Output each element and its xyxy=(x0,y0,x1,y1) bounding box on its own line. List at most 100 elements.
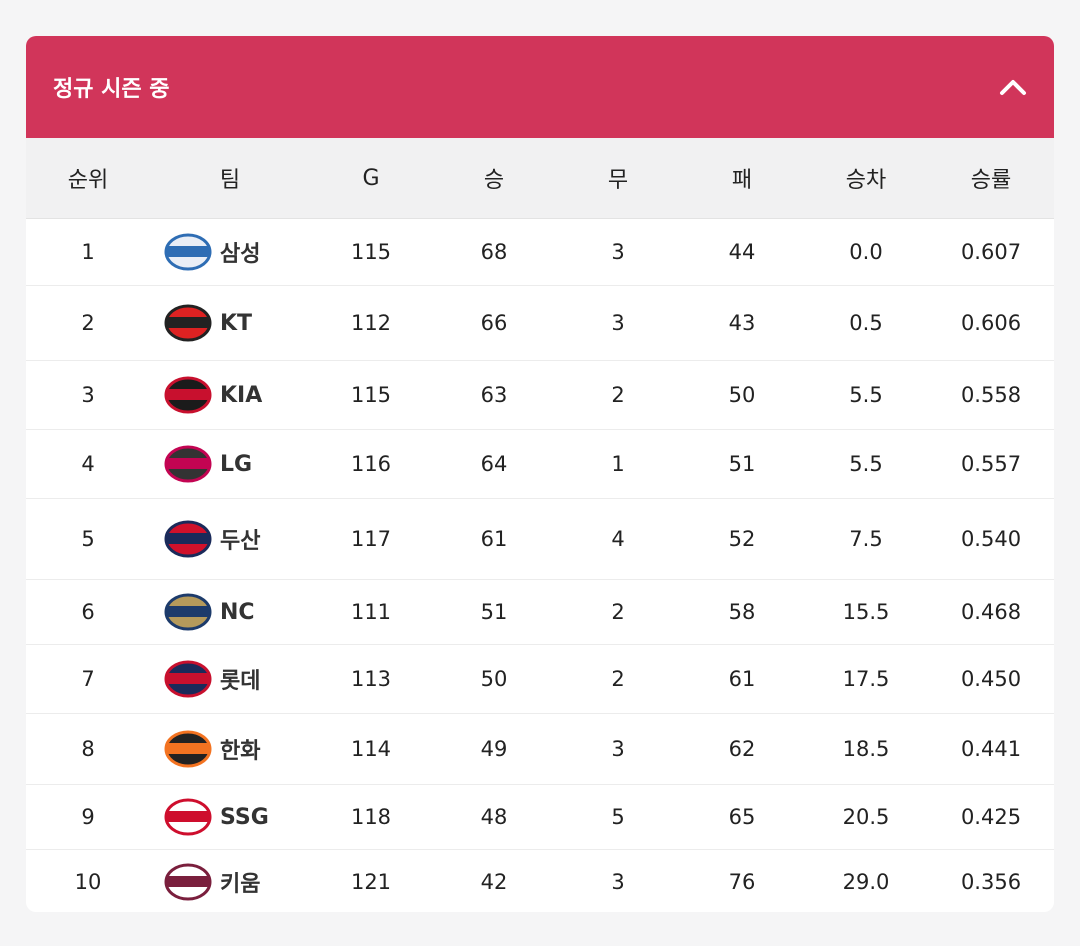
team-wrap: NC xyxy=(162,592,309,632)
table-row: 9 SSG 118 48 5 65 20.5 0.425 xyxy=(26,784,1054,850)
team-name: 키움 xyxy=(220,872,261,898)
table-cell: 62 xyxy=(680,713,804,785)
table-cell: 15.5 xyxy=(804,579,928,645)
table-cell: 68 xyxy=(432,218,556,286)
table-body: 1 삼성 115 68 3 44 0.0 0.607 2 KT 112 66 3 43 0.5 0.606 3 K… xyxy=(26,218,1054,913)
column-header: 무 xyxy=(556,138,680,219)
table-cell: 3 xyxy=(611,870,625,895)
column-header: 승 xyxy=(432,138,556,219)
table-cell: 116 xyxy=(310,429,432,499)
table-cell: 18.5 xyxy=(804,713,928,785)
table-row: 3 KIA 115 63 2 50 5.5 0.558 xyxy=(26,360,1054,430)
table-cell: 3 xyxy=(556,713,680,785)
team-logo xyxy=(164,376,212,414)
table-cell: 4 xyxy=(26,429,150,499)
table-cell: 1 xyxy=(556,429,680,499)
standings-card: 정규 시즌 중 순위 팀 G 승 무 패 승차 승률 1 삼성 115 68 3 44 0.0 0.607 2… xyxy=(26,36,1054,912)
table-cell: 0.450 xyxy=(928,644,1054,714)
team-name: 삼성 xyxy=(220,242,261,267)
table-row: 5 두산 117 61 4 52 7.5 0.540 xyxy=(26,498,1054,580)
team-logo xyxy=(164,593,212,631)
table-cell: 0.356 xyxy=(960,870,1022,895)
table-cell: 7 xyxy=(26,644,150,714)
table-cell: 29.0 xyxy=(842,870,890,895)
table-cell: 113 xyxy=(310,644,432,714)
team-name: KT xyxy=(220,310,253,336)
table-cell: 3 xyxy=(26,360,150,430)
table-cell: 9 xyxy=(26,784,150,850)
team-wrap: SSG xyxy=(162,797,309,837)
table-cell: 49 xyxy=(432,713,556,785)
table-cell: 0.0 xyxy=(804,218,928,286)
table-cell: 0.606 xyxy=(928,285,1054,361)
header-row: 순위 팀 G 승 무 패 승차 승률 xyxy=(26,138,1054,219)
table-cell: 0.558 xyxy=(928,360,1054,430)
table-cell: 0.425 xyxy=(928,784,1054,850)
table-cell: 7.5 xyxy=(804,498,928,580)
table-cell: 5 xyxy=(26,498,150,580)
table-cell: 111 xyxy=(310,579,432,645)
table-cell: 51 xyxy=(432,579,556,645)
column-header: 패 xyxy=(680,138,804,219)
team-logo xyxy=(164,863,212,901)
table-cell: 51 xyxy=(680,429,804,499)
table-cell: 42 xyxy=(480,870,508,895)
table-cell: 115 xyxy=(310,360,432,430)
team-cell: KT xyxy=(150,285,310,361)
table-cell: 3 xyxy=(556,285,680,361)
table-cell: 4 xyxy=(556,498,680,580)
team-name: 롯데 xyxy=(220,669,261,694)
team-wrap: 삼성 xyxy=(162,232,309,272)
team-logo xyxy=(164,233,212,271)
team-wrap: LG xyxy=(162,444,309,484)
table-cell: 112 xyxy=(310,285,432,361)
table-row: 7 롯데 113 50 2 61 17.5 0.450 xyxy=(26,644,1054,714)
table-cell: 2 xyxy=(556,360,680,430)
table-row: 6 NC 111 51 2 58 15.5 0.468 xyxy=(26,579,1054,645)
table-cell: 50 xyxy=(680,360,804,430)
table-cell: 76 xyxy=(728,870,756,895)
team-wrap: KT xyxy=(162,303,309,343)
table-cell: 0.607 xyxy=(928,218,1054,286)
table-cell: 63 xyxy=(432,360,556,430)
table-row: 10 키움 121 42 3 76 29.0 0.356 xyxy=(26,850,1054,913)
team-name: SSG xyxy=(220,804,269,830)
table-cell: 117 xyxy=(310,498,432,580)
team-logo xyxy=(164,445,212,483)
table-cell: 17.5 xyxy=(804,644,928,714)
team-wrap: 롯데 xyxy=(162,659,309,699)
collapse-button[interactable] xyxy=(998,72,1028,102)
table-cell: 0.557 xyxy=(928,429,1054,499)
table-row: 4 LG 116 64 1 51 5.5 0.557 xyxy=(26,429,1054,499)
team-wrap: KIA xyxy=(162,375,309,415)
standings-table: 순위 팀 G 승 무 패 승차 승률 1 삼성 115 68 3 44 0.0 0.607 2 KT 112 66 3… xyxy=(26,138,1054,912)
table-cell: 52 xyxy=(680,498,804,580)
table-cell: 6 xyxy=(26,579,150,645)
team-cell: 삼성 xyxy=(150,218,310,286)
team-name: KIA xyxy=(220,382,263,408)
card-header: 정규 시즌 중 xyxy=(26,36,1054,138)
team-name: NC xyxy=(220,599,255,625)
column-header: G xyxy=(310,138,432,219)
table-cell: 2 xyxy=(26,285,150,361)
table-cell: 5 xyxy=(556,784,680,850)
team-logo xyxy=(164,798,212,836)
table-cell: 64 xyxy=(432,429,556,499)
team-cell: KIA xyxy=(150,360,310,430)
table-cell: 118 xyxy=(310,784,432,850)
column-header: 승차 xyxy=(804,138,928,219)
table-cell: 48 xyxy=(432,784,556,850)
column-header: 팀 xyxy=(150,138,310,219)
table-cell: 114 xyxy=(310,713,432,785)
table-cell: 58 xyxy=(680,579,804,645)
table-cell: 1 xyxy=(26,218,150,286)
team-cell: 두산 xyxy=(150,498,310,580)
table-cell: 121 xyxy=(350,870,392,895)
table-cell: 0.468 xyxy=(928,579,1054,645)
header-title: 정규 시즌 중 xyxy=(53,77,170,102)
team-cell: NC xyxy=(150,579,310,645)
table-cell: 2 xyxy=(556,644,680,714)
team-wrap: 한화 xyxy=(162,729,309,769)
table-cell: 0.441 xyxy=(928,713,1054,785)
